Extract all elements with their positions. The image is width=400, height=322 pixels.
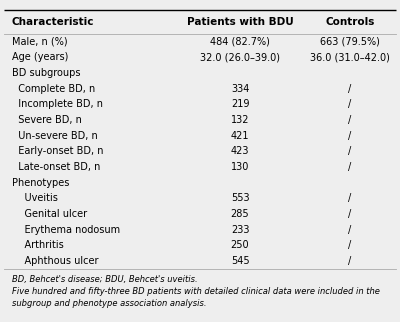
Text: /: /: [348, 209, 352, 219]
Text: Genital ulcer: Genital ulcer: [12, 209, 87, 219]
Text: Uveitis: Uveitis: [12, 193, 58, 204]
Text: Early-onset BD, n: Early-onset BD, n: [12, 146, 104, 156]
Text: /: /: [348, 146, 352, 156]
Text: /: /: [348, 99, 352, 109]
Text: 36.0 (31.0–42.0): 36.0 (31.0–42.0): [310, 52, 390, 62]
Text: 130: 130: [231, 162, 249, 172]
Text: 285: 285: [231, 209, 249, 219]
Text: Age (years): Age (years): [12, 52, 68, 62]
Text: 250: 250: [231, 240, 249, 251]
Text: Characteristic: Characteristic: [12, 17, 94, 27]
Text: Incomplete BD, n: Incomplete BD, n: [12, 99, 103, 109]
Text: /: /: [348, 193, 352, 204]
Text: 32.0 (26.0–39.0): 32.0 (26.0–39.0): [200, 52, 280, 62]
Text: Severe BD, n: Severe BD, n: [12, 115, 82, 125]
Text: Five hundred and fifty-three BD patients with detailed clinical data were includ: Five hundred and fifty-three BD patients…: [12, 287, 380, 296]
Text: 663 (79.5%): 663 (79.5%): [320, 37, 380, 47]
Text: BD, Behcet's disease; BDU, Behcet's uveitis.: BD, Behcet's disease; BDU, Behcet's uvei…: [12, 275, 198, 284]
Text: /: /: [348, 162, 352, 172]
Text: 553: 553: [231, 193, 249, 204]
Text: BD subgroups: BD subgroups: [12, 68, 80, 78]
Text: 423: 423: [231, 146, 249, 156]
Text: 484 (82.7%): 484 (82.7%): [210, 37, 270, 47]
Text: Aphthous ulcer: Aphthous ulcer: [12, 256, 98, 266]
Text: /: /: [348, 84, 352, 94]
Text: /: /: [348, 225, 352, 235]
Text: Arthritis: Arthritis: [12, 240, 64, 251]
Text: Complete BD, n: Complete BD, n: [12, 84, 95, 94]
Text: 334: 334: [231, 84, 249, 94]
Text: subgroup and phenotype association analysis.: subgroup and phenotype association analy…: [12, 299, 206, 308]
Text: /: /: [348, 115, 352, 125]
Text: 421: 421: [231, 131, 249, 141]
Text: Phenotypes: Phenotypes: [12, 178, 69, 188]
Text: Patients with BDU: Patients with BDU: [187, 17, 293, 27]
Text: Erythema nodosum: Erythema nodosum: [12, 225, 120, 235]
Text: Un-severe BD, n: Un-severe BD, n: [12, 131, 98, 141]
Text: 219: 219: [231, 99, 249, 109]
Text: 132: 132: [231, 115, 249, 125]
Text: /: /: [348, 256, 352, 266]
Text: Male, n (%): Male, n (%): [12, 37, 68, 47]
Text: /: /: [348, 131, 352, 141]
Text: 545: 545: [231, 256, 249, 266]
Text: 233: 233: [231, 225, 249, 235]
Text: Late-onset BD, n: Late-onset BD, n: [12, 162, 100, 172]
Text: /: /: [348, 240, 352, 251]
Text: Controls: Controls: [325, 17, 375, 27]
